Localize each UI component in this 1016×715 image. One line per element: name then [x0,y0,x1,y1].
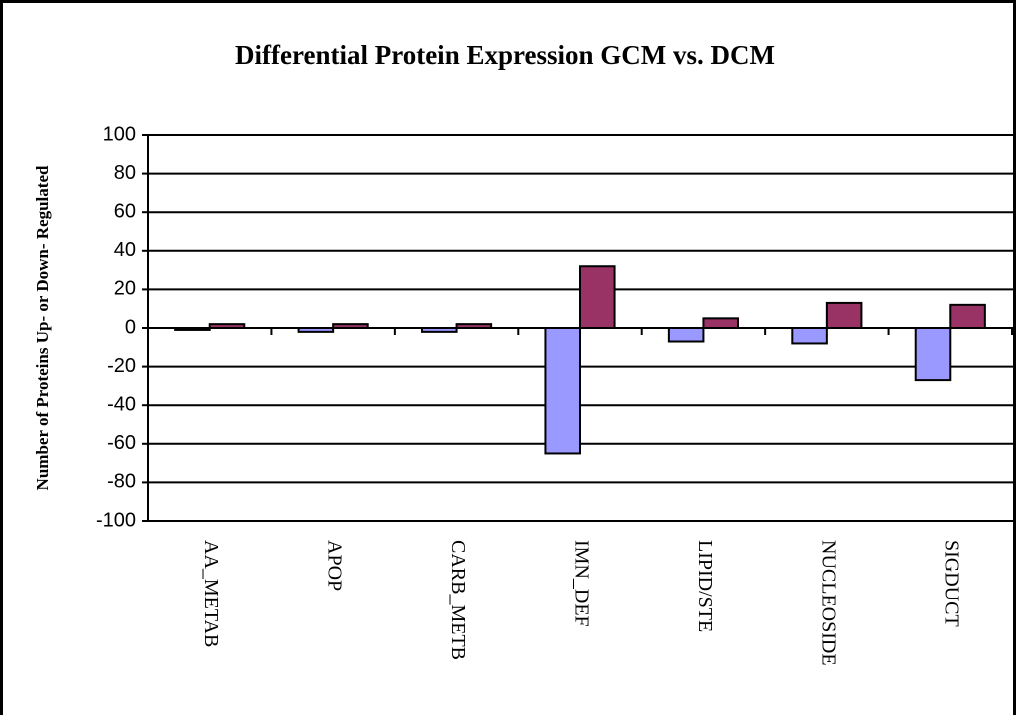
bar [544,327,582,455]
y-axis-title: Number of Proteins Up- or Down- Regulate… [33,165,52,490]
bar [949,303,986,329]
bar [702,317,739,330]
y-tick-label: 100 [103,123,136,145]
y-tick-label: 20 [114,278,136,300]
x-tick-label: CARB_METB [447,540,469,660]
y-tick-label: 80 [114,162,136,184]
y-tick-label: 40 [114,239,136,261]
y-tick-label: 0 [125,316,136,338]
y-tick-label: -80 [107,471,136,493]
y-tick-label: 60 [114,200,136,222]
bar [914,327,952,382]
x-tick-label: LIPID/STE [694,540,716,632]
y-tick-label: -20 [107,355,136,377]
bar [791,327,828,345]
x-tick-label: NUCLEOSIDE [817,540,839,666]
chart-title: Differential Protein Expression GCM vs. … [235,40,775,70]
bar [667,327,705,343]
x-tick-label: AA_METAB [200,540,222,647]
x-tick-label: SIGDUCT [941,540,963,627]
y-tick-label: -40 [107,393,136,415]
x-tick-label: IMN_DEF [570,540,592,627]
y-tick-label: -60 [107,432,136,454]
y-tick-label: -100 [96,509,136,531]
x-tick-label: APOP [324,540,346,591]
bar [579,265,616,329]
bar [825,301,863,330]
